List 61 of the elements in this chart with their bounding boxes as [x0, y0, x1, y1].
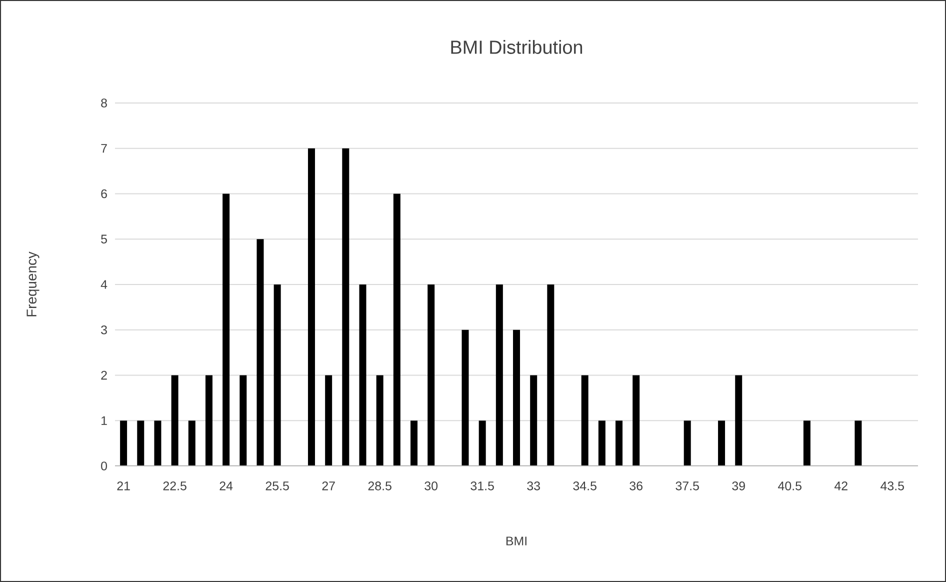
x-tick-label: 37.5: [676, 482, 699, 490]
x-tick-label: 39: [732, 482, 745, 490]
bar: [154, 420, 162, 466]
bar: [598, 420, 606, 466]
bar: [137, 420, 144, 466]
x-tick-label: 36: [630, 482, 642, 490]
y-tick-label: 5: [101, 234, 107, 244]
bar: [325, 375, 332, 466]
bar: [632, 375, 640, 466]
bar: [462, 330, 469, 466]
bar: [274, 284, 281, 466]
x-tick-label: 42: [834, 482, 848, 490]
bar: [684, 420, 691, 466]
bar: [854, 420, 862, 466]
x-tick-label: 28.5: [368, 482, 392, 490]
bar: [478, 420, 486, 466]
bar: [120, 420, 128, 466]
x-axis-title: BMI: [506, 536, 526, 546]
bar: [530, 375, 538, 466]
y-tick-label: 8: [101, 98, 107, 108]
bar: [171, 375, 178, 466]
y-tick-label: 3: [101, 325, 107, 334]
bar: [256, 239, 264, 466]
x-tick-label: 31.5: [470, 482, 494, 490]
bar: [496, 284, 503, 466]
bar: [359, 284, 366, 466]
bar: [513, 330, 520, 466]
bar: [205, 375, 212, 466]
y-tick-label: 6: [101, 189, 107, 198]
bar: [547, 284, 554, 466]
y-tick-label: 1: [102, 416, 107, 425]
x-tick-label: 27: [322, 482, 335, 490]
x-tick-label: 22.5: [163, 482, 186, 490]
x-tick-label: 40.5: [778, 482, 802, 490]
bar: [803, 420, 810, 466]
x-tick-label: 30: [424, 482, 438, 490]
bar: [410, 420, 418, 466]
x-tick-label: 24: [220, 482, 233, 490]
y-tick-label: 0: [101, 462, 107, 470]
x-tick-label: 25.5: [266, 482, 289, 490]
chart-title: BMI Distribution: [451, 40, 582, 54]
x-tick-label: 21: [117, 482, 130, 490]
y-tick-label: 4: [100, 280, 108, 289]
x-tick-label: 43.5: [880, 482, 904, 490]
bar: [393, 194, 400, 466]
x-tick-label: 34.5: [573, 482, 596, 490]
y-axis-title: Frequency: [26, 252, 40, 316]
x-tick-label: 33: [527, 482, 540, 490]
bar: [616, 420, 623, 466]
y-tick-label: 7: [101, 144, 107, 153]
bar: [240, 375, 247, 466]
bar: [718, 420, 726, 466]
bar: [308, 148, 315, 466]
bar: [342, 148, 350, 466]
y-tick-label: 2: [101, 370, 107, 380]
bar: [376, 375, 384, 466]
bar: [188, 420, 196, 466]
bar: [222, 194, 230, 466]
bar: [428, 284, 435, 466]
bar: [581, 375, 588, 466]
bar: [735, 375, 742, 466]
